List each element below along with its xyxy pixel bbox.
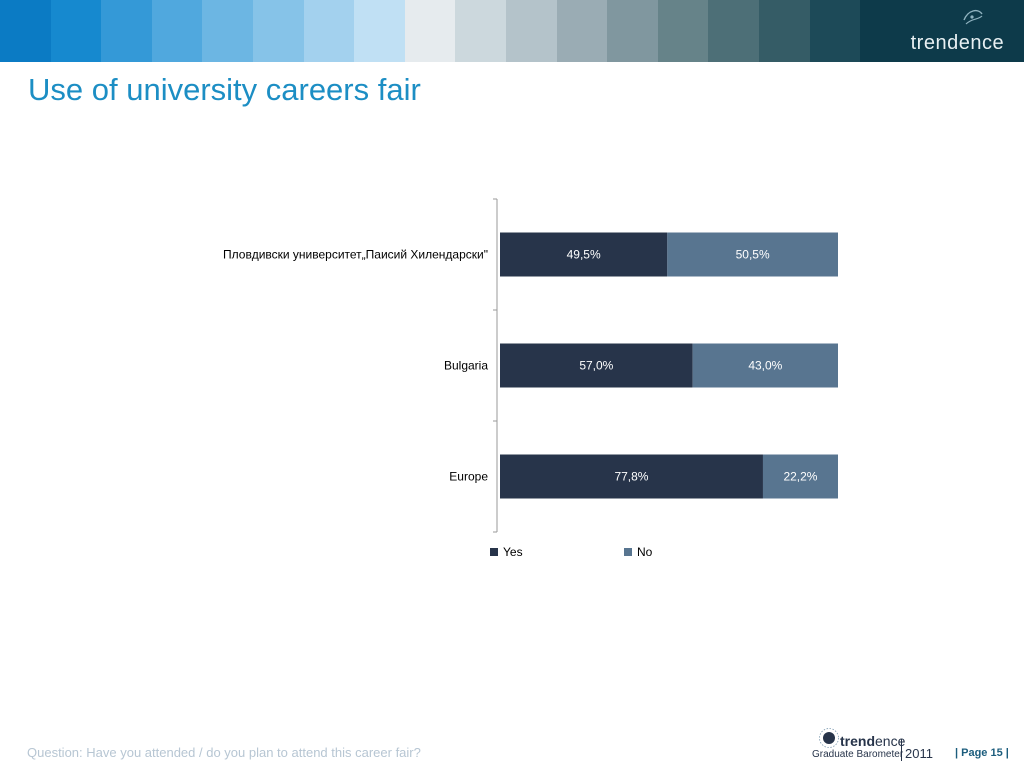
footer-year: 2011 [905, 746, 933, 761]
header-swatch-12 [607, 0, 658, 62]
bar-no [692, 343, 838, 388]
swirl-logo-icon [963, 9, 983, 25]
header-swatch-7 [354, 0, 405, 62]
header-swatch-1 [50, 0, 102, 62]
category-label: Europe [449, 470, 488, 484]
data-label: 50,5% [736, 248, 770, 262]
header-logo: trendence [860, 0, 1024, 62]
header-swatch-11 [556, 0, 608, 62]
data-label: 77,8% [614, 470, 648, 484]
bar-yes [500, 232, 668, 277]
legend-label: No [637, 545, 653, 559]
legend-label: Yes [503, 545, 523, 559]
bar-no [762, 454, 838, 499]
data-label: 22,2% [783, 470, 817, 484]
footer-brand-divider [901, 739, 902, 761]
header-swatch-2 [101, 0, 152, 62]
header-swatch-14 [708, 0, 759, 62]
header-swatch-8 [404, 0, 456, 62]
header-swatch-10 [505, 0, 557, 62]
data-label: 49,5% [567, 248, 601, 262]
legend-swatch-yes [490, 548, 498, 556]
footer-question: Question: Have you attended / do you pla… [27, 745, 421, 760]
bar-no [667, 232, 838, 277]
page-number: | Page 15 | [955, 747, 1009, 759]
legend-swatch-no [624, 548, 632, 556]
header-swatch-5 [252, 0, 304, 62]
header-swatch-15 [758, 0, 810, 62]
bar-yes [500, 454, 763, 499]
header-color-band: trendence [0, 0, 1024, 62]
header-swatch-0 [0, 0, 51, 62]
footer-brand-name: trendence [840, 733, 905, 749]
header-swatch-9 [455, 0, 506, 62]
category-label: Пловдивски университет„Паисий Хилендарск… [223, 248, 488, 262]
header-swatch-13 [657, 0, 709, 62]
bar-yes [500, 343, 693, 388]
footer-brand-light: ence [875, 733, 906, 749]
footer-brand-bold: trend [840, 733, 875, 749]
data-label: 43,0% [748, 359, 782, 373]
header-swatch-3 [151, 0, 203, 62]
globe-logo-icon [819, 728, 839, 748]
footer-brand-logo: trendence Graduate Barometer 2011 [812, 727, 942, 763]
header-swatch-6 [303, 0, 355, 62]
header-logo-text: trendence [910, 32, 1005, 54]
category-label: Bulgaria [444, 359, 488, 373]
footer-brand-sub: Graduate Barometer [812, 749, 904, 760]
data-label: 57,0% [579, 359, 613, 373]
header-swatch-4 [202, 0, 253, 62]
header-swatch-16 [809, 0, 861, 62]
slide-title: Use of university careers fair [28, 72, 421, 107]
